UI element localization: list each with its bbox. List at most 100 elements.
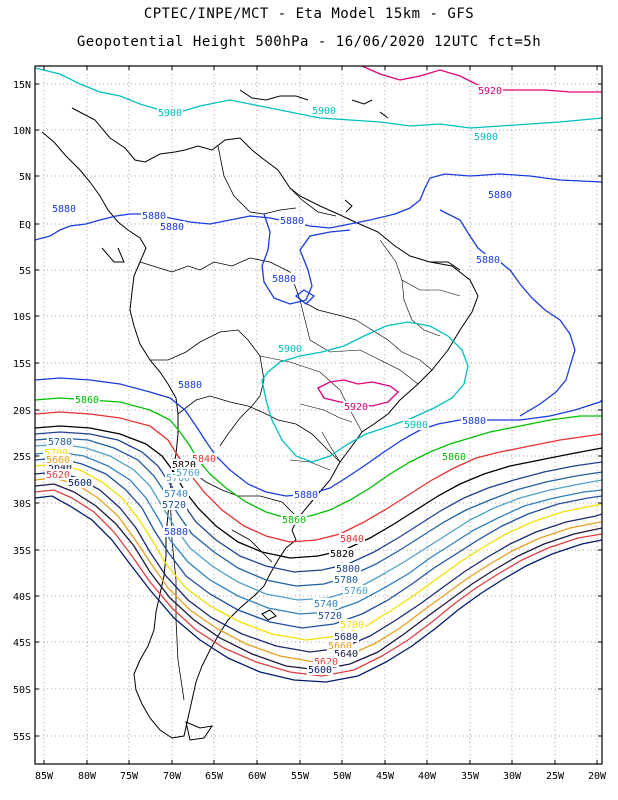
- contour-5700: [35, 463, 602, 641]
- contour-label-bg: [487, 189, 513, 200]
- contour-label: 5620: [314, 657, 338, 668]
- contour-label-bg: [293, 489, 319, 500]
- contour-5800: [35, 431, 602, 573]
- contour-label-bg: [281, 514, 307, 525]
- contour-label: 5720: [162, 500, 186, 511]
- contour-label: 5780: [334, 575, 358, 586]
- contour-5880-closed: [261, 213, 351, 305]
- lat-label: 50S: [13, 685, 31, 696]
- lon-label: 75W: [120, 771, 139, 782]
- lat-label: 25S: [13, 452, 31, 463]
- contour-label: 5760: [176, 468, 200, 479]
- contour-label: 5680: [334, 632, 358, 643]
- contour-label: 5900: [278, 344, 302, 355]
- contour-label: 5880: [294, 490, 318, 501]
- contour-label: 5720: [318, 611, 342, 622]
- contour-5740: [35, 451, 602, 615]
- contour-label: 5880: [160, 222, 184, 233]
- contour-label: 5880: [164, 527, 188, 538]
- lat-label: 40S: [13, 592, 31, 603]
- contour-label: 5660: [328, 641, 352, 652]
- contour-label: 5740: [314, 599, 338, 610]
- lon-label: 85W: [35, 771, 54, 782]
- geopotential-contours: [35, 66, 602, 683]
- contour-5600: [35, 495, 602, 683]
- contour-label: 5880: [52, 204, 76, 215]
- contour-label: 5600: [68, 478, 92, 489]
- lon-label: 20W: [588, 771, 607, 782]
- lon-label: 45W: [376, 771, 395, 782]
- contour-label: 5660: [46, 455, 70, 466]
- map-frame: [34, 65, 603, 765]
- lat-label: 30S: [13, 499, 31, 510]
- contour-label-bg: [313, 656, 339, 667]
- contour-label: 5780: [48, 437, 72, 448]
- contour-label-bg: [333, 631, 359, 642]
- contour-5880-north: [35, 173, 602, 241]
- contour-5840: [35, 411, 602, 543]
- lon-label: 25W: [546, 771, 565, 782]
- contour-label: 5860: [442, 452, 466, 463]
- contour-label: 5820: [330, 549, 354, 560]
- contour-5880-small: [294, 289, 316, 305]
- contour-label-bg: [51, 203, 77, 214]
- contour-label-bg: [441, 451, 467, 462]
- lat-label: 5N: [19, 172, 31, 183]
- contour-label: 5740: [164, 489, 188, 500]
- contour-5920-north: [361, 66, 602, 93]
- contour-5780: [35, 437, 602, 587]
- contour-label-bg: [74, 394, 100, 405]
- contour-label-bg: [327, 640, 353, 651]
- lat-label: 45S: [13, 638, 31, 649]
- contour-5640: [35, 483, 602, 671]
- contour-label-bg: [157, 107, 183, 118]
- map-title-line2: Geopotential Height 500hPa - 16/06/2020 …: [76, 34, 542, 50]
- contour-label-bg: [45, 454, 71, 465]
- contour-label-bg: [333, 648, 359, 659]
- contour-label: 5880: [488, 190, 512, 201]
- contour-label: 5900: [158, 108, 182, 119]
- lat-label: EQ: [19, 220, 31, 231]
- lat-lon-grid: [35, 66, 602, 764]
- contour-5880-main: [35, 377, 602, 497]
- contour-label: 5900: [404, 420, 428, 431]
- contour-5920-mid: [317, 379, 399, 407]
- contour-label-bg: [67, 477, 93, 488]
- contour-label-bg: [477, 85, 503, 96]
- contour-5680: [35, 471, 602, 653]
- contour-label-bg: [47, 461, 73, 472]
- contour-label-bg: [475, 254, 501, 265]
- contour-5900-mid: [261, 321, 469, 463]
- contour-label: 5620: [46, 470, 70, 481]
- contour-label-bg: [163, 488, 189, 499]
- contour-label-bg: [333, 574, 359, 585]
- contour-label-bg: [335, 563, 361, 574]
- coastline: [41, 89, 479, 741]
- lat-label: 5S: [19, 266, 31, 277]
- contour-label: 5860: [75, 395, 99, 406]
- contour-label-bg: [45, 469, 71, 480]
- lon-label: 80W: [78, 771, 97, 782]
- contour-label-bg: [171, 459, 197, 470]
- contour-label-bg: [461, 415, 487, 426]
- contour-label: 5600: [308, 665, 332, 676]
- lat-label: 10N: [13, 126, 31, 137]
- contour-label: 5820: [172, 460, 196, 471]
- contour-label-bg: [473, 131, 499, 142]
- lon-label: 70W: [163, 771, 182, 782]
- lat-label: 10S: [13, 312, 31, 323]
- lon-label: 35W: [461, 771, 480, 782]
- contour-label: 5840: [192, 454, 216, 465]
- contour-label-bg: [159, 221, 185, 232]
- contour-5620: [35, 489, 602, 677]
- contour-label: 5640: [334, 649, 358, 660]
- lon-label: 30W: [503, 771, 522, 782]
- axis-ticks: [35, 66, 602, 764]
- contour-label: 5760: [344, 586, 368, 597]
- contour-5720: [35, 457, 602, 629]
- contour-label-bg: [311, 105, 337, 116]
- contour-label-bg: [313, 598, 339, 609]
- lat-label: 20S: [13, 406, 31, 417]
